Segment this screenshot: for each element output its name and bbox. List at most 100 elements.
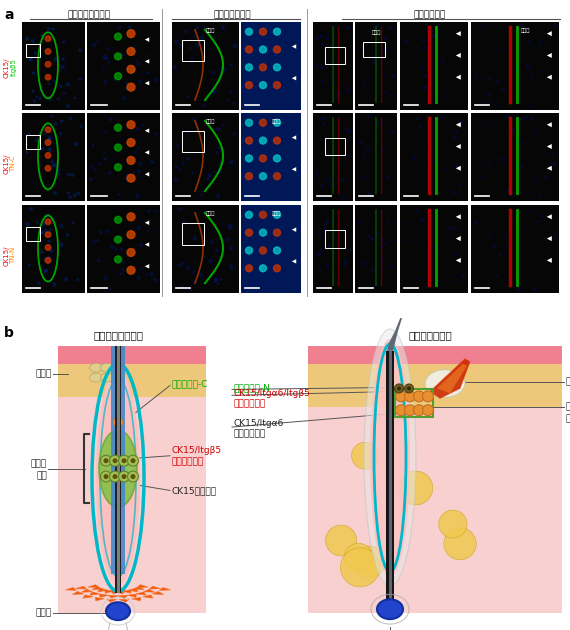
- Circle shape: [45, 62, 51, 67]
- Circle shape: [66, 105, 69, 107]
- Circle shape: [372, 62, 374, 64]
- Circle shape: [509, 193, 512, 197]
- Circle shape: [462, 275, 465, 277]
- Ellipse shape: [89, 373, 103, 382]
- Circle shape: [326, 178, 328, 180]
- Circle shape: [137, 62, 140, 65]
- Circle shape: [528, 105, 530, 106]
- Circle shape: [319, 179, 320, 180]
- Circle shape: [393, 132, 394, 134]
- Circle shape: [374, 27, 376, 28]
- Circle shape: [274, 155, 280, 162]
- Circle shape: [320, 269, 321, 270]
- Circle shape: [246, 28, 253, 35]
- Circle shape: [388, 222, 389, 224]
- Circle shape: [107, 48, 109, 50]
- Circle shape: [185, 30, 188, 33]
- Circle shape: [382, 146, 384, 148]
- Circle shape: [115, 164, 121, 171]
- Circle shape: [439, 510, 467, 538]
- Circle shape: [48, 147, 51, 150]
- Circle shape: [499, 48, 501, 50]
- Circle shape: [34, 100, 35, 102]
- Circle shape: [53, 285, 55, 287]
- Circle shape: [376, 137, 377, 139]
- Circle shape: [41, 231, 43, 233]
- Circle shape: [413, 404, 425, 416]
- Circle shape: [38, 282, 40, 284]
- Circle shape: [381, 260, 384, 262]
- Circle shape: [49, 151, 51, 152]
- Circle shape: [359, 221, 361, 224]
- Bar: [471, 205, 559, 293]
- Circle shape: [40, 251, 43, 253]
- Bar: [182, 40, 204, 61]
- Circle shape: [142, 124, 144, 126]
- Circle shape: [407, 81, 409, 83]
- Circle shape: [110, 288, 111, 290]
- Circle shape: [45, 140, 51, 146]
- Circle shape: [521, 142, 523, 144]
- Circle shape: [90, 166, 92, 168]
- Circle shape: [50, 219, 53, 220]
- Polygon shape: [143, 595, 153, 598]
- Circle shape: [58, 98, 59, 100]
- Circle shape: [381, 122, 383, 123]
- Circle shape: [188, 152, 189, 153]
- Circle shape: [26, 144, 28, 146]
- Circle shape: [377, 232, 380, 235]
- Circle shape: [200, 273, 202, 277]
- Circle shape: [74, 98, 76, 99]
- Text: マウス体毛毛包: マウス体毛毛包: [408, 330, 452, 340]
- Circle shape: [520, 25, 522, 27]
- Text: TN-N: TN-N: [10, 247, 16, 264]
- Polygon shape: [136, 592, 146, 595]
- Circle shape: [368, 115, 370, 117]
- Circle shape: [259, 247, 267, 254]
- Circle shape: [127, 174, 129, 176]
- Polygon shape: [98, 588, 108, 592]
- Circle shape: [100, 231, 102, 234]
- Circle shape: [196, 43, 199, 46]
- Circle shape: [104, 80, 107, 83]
- Circle shape: [376, 283, 378, 285]
- Ellipse shape: [89, 363, 103, 372]
- Circle shape: [230, 64, 233, 66]
- Circle shape: [118, 194, 120, 195]
- Circle shape: [422, 404, 434, 416]
- Circle shape: [127, 30, 135, 38]
- Circle shape: [496, 275, 498, 277]
- Polygon shape: [149, 587, 160, 589]
- Circle shape: [328, 245, 331, 248]
- Circle shape: [97, 239, 100, 242]
- Circle shape: [69, 196, 71, 198]
- Circle shape: [234, 132, 235, 135]
- Circle shape: [407, 386, 411, 391]
- Bar: [58, 346, 206, 364]
- Circle shape: [325, 525, 357, 556]
- Bar: [26, 227, 40, 241]
- Circle shape: [274, 229, 280, 236]
- Circle shape: [337, 241, 339, 243]
- Bar: [172, 22, 239, 110]
- Bar: [172, 113, 239, 201]
- Circle shape: [381, 211, 383, 213]
- Circle shape: [193, 118, 196, 121]
- Circle shape: [115, 236, 121, 243]
- Circle shape: [321, 80, 324, 83]
- Circle shape: [115, 248, 117, 251]
- Circle shape: [71, 174, 74, 176]
- Circle shape: [246, 212, 253, 219]
- Circle shape: [32, 90, 34, 92]
- Circle shape: [229, 226, 232, 229]
- Circle shape: [212, 71, 215, 74]
- Circle shape: [188, 131, 190, 133]
- Circle shape: [48, 137, 51, 139]
- Circle shape: [384, 37, 387, 39]
- Circle shape: [382, 51, 384, 52]
- Text: TN-C: TN-C: [10, 155, 16, 172]
- Circle shape: [482, 25, 483, 27]
- Circle shape: [453, 192, 455, 194]
- Polygon shape: [137, 585, 148, 587]
- Circle shape: [362, 287, 365, 289]
